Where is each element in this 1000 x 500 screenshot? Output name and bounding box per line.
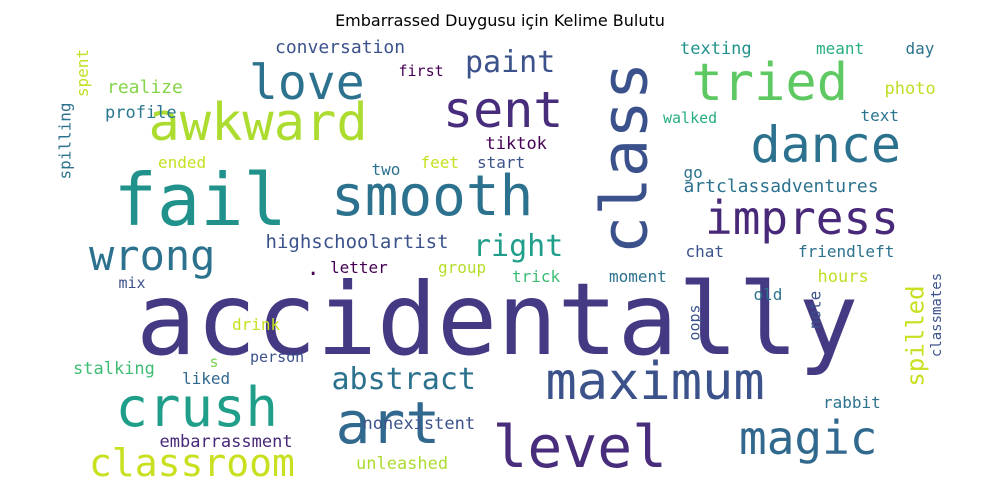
word-classroom: classroom <box>89 441 295 485</box>
word-impress: impress <box>705 191 899 245</box>
word-drink: drink <box>232 315 281 334</box>
word-text: text <box>860 106 900 125</box>
word-paint: paint <box>465 45 556 80</box>
word-wrong: wrong <box>89 231 216 280</box>
chart-title: Embarrassed Duygusu için Kelime Bulutu <box>335 11 665 30</box>
word-liked: liked <box>182 369 231 388</box>
word-smooth: smooth <box>331 164 534 229</box>
word-profile: profile <box>105 102 177 123</box>
word-go: go <box>683 163 703 182</box>
word-old: old <box>753 285 783 304</box>
word-crush: crush <box>115 376 279 439</box>
word-hours: hours <box>817 266 869 287</box>
word-spilling: spilling <box>55 102 75 180</box>
word-artclassadventures: artclassadventures <box>683 176 879 197</box>
word-meant: meant <box>816 39 865 58</box>
word-class: class <box>587 61 662 255</box>
word-accidentally: accidentally <box>136 261 859 378</box>
word-sent: sent <box>443 81 564 139</box>
word-oops: oops <box>685 303 704 341</box>
word-first: first <box>398 61 444 80</box>
word-highschoolartist: highschoolartist <box>265 230 449 253</box>
word-rabbit: rabbit <box>823 393 881 412</box>
word-person: person <box>250 347 305 366</box>
word-conversation: conversation <box>275 37 406 58</box>
word-stalking: stalking <box>73 358 155 379</box>
word-spent: spent <box>73 48 93 98</box>
word-spilled: spilled <box>901 285 930 387</box>
word-right: right <box>473 229 564 264</box>
word-day: day <box>905 39 935 58</box>
word-classmates: classmates <box>929 272 946 358</box>
word-art: art <box>335 389 441 457</box>
word-chat: chat <box>685 242 725 261</box>
word-tried: tried <box>691 53 849 113</box>
word-nonexistent: nonexistent <box>362 413 476 434</box>
word-level: level <box>492 413 668 481</box>
word-start: start <box>477 153 526 172</box>
word-dot: . <box>306 256 320 281</box>
word-moment: moment <box>609 267 667 286</box>
word-walked: walked <box>663 108 718 127</box>
word-group: group <box>438 258 487 277</box>
word-realize: realize <box>107 77 183 98</box>
word-embarrassment: embarrassment <box>159 431 293 452</box>
word-feet: feet <box>420 153 460 172</box>
word-awkward: awkward <box>148 93 368 153</box>
word-tiktok: tiktok <box>485 133 547 154</box>
word-magic: magic <box>739 411 878 465</box>
word-texting: texting <box>680 38 752 59</box>
word-mix: mix <box>118 273 146 292</box>
word-unleashed: unleashed <box>356 453 449 474</box>
word-note: note <box>804 290 824 330</box>
word-friendleft: friendleft <box>798 242 895 261</box>
word-s: s <box>209 352 219 371</box>
word-photo: photo <box>884 78 936 99</box>
word-love: love <box>249 55 365 111</box>
word-two: two <box>371 160 401 179</box>
word-trick: trick <box>512 267 561 286</box>
word-dance: dance <box>750 116 902 174</box>
word-abstract: abstract <box>331 362 477 397</box>
word-maximum: maximum <box>545 352 765 412</box>
word-fail: fail <box>113 158 287 242</box>
word-ended: ended <box>158 153 207 172</box>
word-letter: letter <box>330 258 388 277</box>
